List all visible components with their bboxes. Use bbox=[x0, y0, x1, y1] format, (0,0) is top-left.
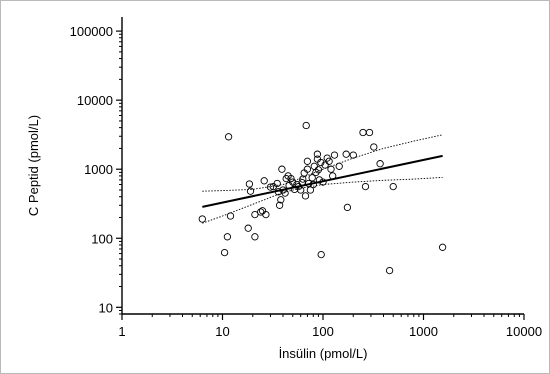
data-point bbox=[313, 150, 322, 158]
data-point bbox=[245, 180, 254, 188]
data-point bbox=[343, 203, 352, 212]
data-point bbox=[262, 210, 270, 219]
data-point bbox=[317, 158, 325, 167]
data-point bbox=[359, 128, 367, 137]
data-point bbox=[370, 143, 378, 151]
data-point bbox=[327, 165, 335, 173]
data-point bbox=[315, 176, 324, 184]
x-tick-label: 10000 bbox=[506, 324, 542, 339]
data-point bbox=[317, 250, 325, 259]
data-point bbox=[308, 174, 316, 182]
confidence-band-upper bbox=[202, 134, 443, 192]
data-point bbox=[314, 166, 323, 174]
data-point bbox=[246, 187, 255, 195]
data-point bbox=[223, 233, 232, 241]
y-tick-label: 10000 bbox=[77, 93, 113, 108]
regression-line-group bbox=[202, 154, 443, 208]
data-point bbox=[251, 210, 259, 219]
x-tick-label: 100 bbox=[312, 324, 334, 339]
x-tick-label: 1000 bbox=[409, 324, 438, 339]
data-point bbox=[226, 212, 235, 220]
y-ticks: 10 100 1000 10000 100000 bbox=[70, 24, 122, 315]
data-point bbox=[321, 161, 329, 169]
data-point bbox=[287, 174, 295, 183]
data-point bbox=[198, 215, 206, 223]
confidence-bands bbox=[202, 134, 443, 224]
data-point bbox=[260, 177, 268, 185]
data-point bbox=[389, 182, 397, 191]
data-point bbox=[278, 165, 286, 173]
data-point bbox=[312, 168, 320, 177]
data-point bbox=[361, 182, 370, 191]
data-point bbox=[244, 224, 252, 232]
x-tick-label: 10 bbox=[215, 324, 229, 339]
data-point bbox=[330, 151, 339, 159]
data-point bbox=[303, 157, 312, 165]
data-point bbox=[301, 192, 310, 200]
data-point bbox=[342, 150, 350, 158]
regression-line bbox=[202, 154, 443, 208]
data-point bbox=[385, 266, 394, 275]
data-point bbox=[277, 196, 285, 204]
confidence-band-lower bbox=[202, 176, 443, 224]
data-point bbox=[275, 201, 284, 209]
x-axis-title: İnsülin (pmol/L) bbox=[279, 346, 368, 361]
data-point bbox=[224, 133, 233, 141]
data-point bbox=[220, 248, 229, 257]
data-point bbox=[302, 121, 310, 130]
data-point bbox=[438, 243, 447, 251]
y-tick-label: 1000 bbox=[84, 162, 113, 177]
data-point bbox=[349, 151, 357, 159]
data-point bbox=[306, 186, 315, 194]
data-point bbox=[335, 162, 343, 170]
data-point bbox=[310, 162, 318, 170]
data-point bbox=[258, 207, 267, 215]
data-point bbox=[376, 160, 384, 168]
data-point bbox=[325, 157, 333, 165]
y-tick-label: 100 bbox=[91, 231, 113, 246]
data-point bbox=[365, 128, 374, 137]
data-points bbox=[198, 121, 447, 275]
data-point bbox=[251, 233, 259, 241]
x-ticks: 1 10 100 1000 10000 bbox=[118, 314, 542, 339]
y-tick-label: 100000 bbox=[70, 24, 113, 39]
x-tick-label: 1 bbox=[118, 324, 125, 339]
data-point bbox=[266, 183, 275, 191]
data-point bbox=[273, 179, 281, 188]
y-axis-title: C Peptid (pmol/L) bbox=[26, 115, 41, 216]
data-point bbox=[289, 178, 297, 186]
data-point bbox=[303, 165, 312, 173]
axes bbox=[121, 17, 524, 315]
y-tick-label: 10 bbox=[99, 300, 113, 315]
